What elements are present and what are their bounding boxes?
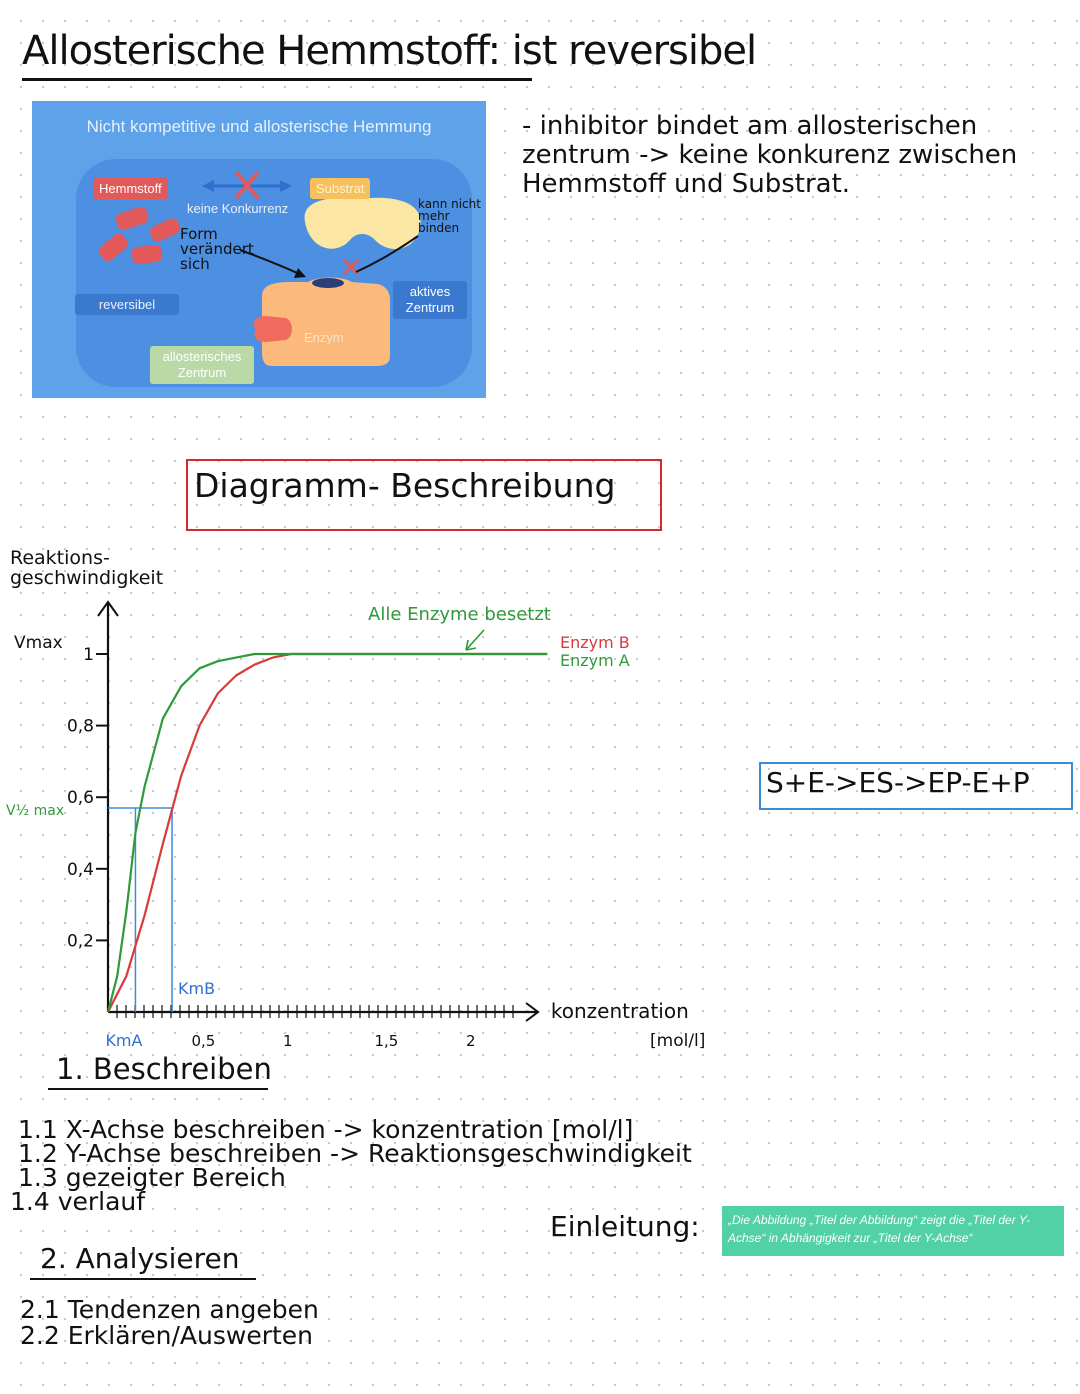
einleitung-box: „Die Abbildung „Titel der Abbildung“ zei…	[722, 1206, 1064, 1256]
figure-illustration	[98, 170, 421, 366]
substrate-shape	[304, 197, 421, 250]
diagram-heading: Diagramm- Beschreibung	[194, 466, 616, 505]
x-axis-label: konzentration	[551, 999, 689, 1023]
section-1-item: 1.4 verlauf	[10, 1187, 146, 1216]
title-underline	[22, 78, 532, 81]
section-2-item: 2.2 Erklären/Auswerten	[20, 1321, 314, 1350]
active-site	[312, 278, 344, 288]
legend-enzym-a: Enzym A	[560, 651, 630, 670]
series-line-enzym-b	[107, 652, 548, 1013]
section-1-item: 1.1 X-Achse beschreiben -> konzentration…	[18, 1115, 634, 1144]
einleitung-text: „Die Abbildung „Titel der Abbildung“ zei…	[728, 1213, 1030, 1245]
no-competition-arrow	[202, 170, 292, 200]
km-a-label: KmA	[105, 1031, 142, 1050]
y-tick-label: 0,8	[67, 717, 94, 737]
series-line-enzym-a	[106, 652, 548, 1013]
equation-box	[759, 762, 1073, 810]
vhalf-max-label: V½ max	[6, 803, 64, 819]
annotation-alle-enzyme: Alle Enzyme besetzt	[368, 604, 551, 625]
allosteric-site-inhibitor	[253, 316, 292, 342]
diagram-heading-box	[186, 459, 662, 531]
page-title: Allosterische Hemmstoff: ist reversibel	[22, 28, 757, 74]
note-kann-nicht-binden: kann nicht mehr binden	[418, 197, 481, 235]
y-tick-label: 1	[83, 645, 94, 665]
y-tick-label: 0,2	[67, 931, 94, 951]
tag-aktives-zentrum: aktives Zentrum	[393, 281, 467, 319]
x-tick-label: 0,5	[192, 1032, 216, 1050]
x-axis-unit-label: [mol/l]	[650, 1031, 705, 1051]
x-tick-label: 2	[466, 1032, 476, 1050]
michaelis-menten-chart: 0,5 1 1,5 2 0,2 0,4 0,6 0,8 1 Vmax V½ max KmA KmB kon…	[6, 600, 705, 1051]
x-tick-label: 1,5	[375, 1032, 399, 1050]
inhibitor-note: - inhibitor bindet am allosterischen zen…	[522, 111, 1018, 199]
x-tick-label: 1	[283, 1032, 293, 1050]
enzyme-shape	[262, 277, 390, 366]
vmax-label: Vmax	[14, 633, 63, 653]
reaction-equation: S+E->ES->EP-E+P	[766, 766, 1030, 799]
tag-substrat: Substrat	[310, 178, 371, 199]
figure-title: Nicht kompetitive und allosterische Hemm…	[86, 117, 432, 136]
tag-reversibel: reversibel	[75, 294, 179, 315]
tag-allosterisches-zentrum: allosterisches Zentrum	[150, 346, 254, 384]
x-axis-arrow	[525, 1002, 540, 1022]
section-1-item: 1.2 Y-Achse beschreiben -> Reaktionsgesc…	[18, 1139, 692, 1168]
y-axis-arrow	[97, 600, 119, 617]
section-1-heading: 1. Beschreiben	[56, 1052, 272, 1086]
km-b-label: KmB	[178, 979, 215, 998]
label-enzym: Enzym	[304, 330, 344, 345]
inhibitor-molecules	[98, 207, 181, 264]
legend-enzym-b: Enzym B	[560, 633, 630, 652]
y-tick-label: 0,6	[67, 788, 94, 808]
section-1-item: 1.3 gezeigter Bereich	[18, 1163, 286, 1192]
section-2-heading: 2. Analysieren	[40, 1242, 240, 1275]
note-form-veraendert: Form verändert sich	[180, 225, 254, 273]
y-axis-label: Reaktions- geschwindigkeit	[10, 547, 164, 589]
einleitung-label: Einleitung:	[550, 1210, 700, 1243]
section-1-underline	[48, 1088, 268, 1090]
label-keine-konkurrenz: keine Konkurrenz	[187, 201, 289, 216]
chart-axes: 0,5 1 1,5 2 0,2 0,4 0,6 0,8 1 Vmax V½ max KmA KmB kon…	[6, 600, 705, 1051]
section-2-item: 2.1 Tendenzen angeben	[20, 1295, 319, 1324]
y-tick-label: 0,4	[67, 860, 94, 880]
tag-hemmstoff: Hemmstoff	[93, 178, 168, 199]
section-2-underline	[30, 1278, 256, 1280]
